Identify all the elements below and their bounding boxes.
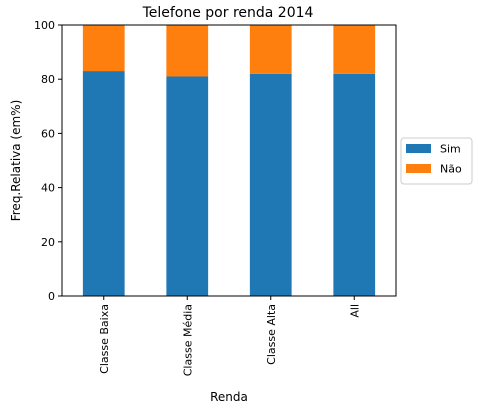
- x-axis-label: Renda: [210, 390, 248, 404]
- y-axis-label: Freq.Relativa (em%): [9, 100, 23, 222]
- bar-nao-1: [166, 25, 209, 77]
- bar-nao-3: [333, 25, 376, 74]
- bar-sim-1: [166, 76, 209, 297]
- legend: Sim Não: [400, 137, 473, 185]
- bar-sim-2: [249, 73, 292, 296]
- bar-nao-2: [249, 25, 292, 74]
- y-tick-label: 60: [41, 127, 55, 140]
- legend-label-sim: Sim: [440, 143, 461, 156]
- x-tick-label: Classe Média: [181, 304, 194, 376]
- y-tick-label: 40: [41, 182, 55, 195]
- bars-group: [82, 25, 376, 297]
- bar-sim-0: [82, 71, 125, 296]
- y-tick-label: 0: [48, 290, 55, 303]
- plot-frame: [61, 24, 397, 297]
- bar-sim-3: [333, 73, 376, 296]
- x-tick-label: Classe Alta: [265, 304, 278, 365]
- legend-swatch-nao: [406, 164, 431, 173]
- legend-swatch-sim: [406, 144, 431, 153]
- y-tick-label: 80: [41, 73, 55, 86]
- chart-title: Telefone por renda 2014: [142, 5, 314, 21]
- x-tick-label: All: [348, 304, 361, 318]
- x-axis: Classe Baixa Classe Média Classe Alta All: [98, 296, 361, 376]
- bar-nao-0: [82, 25, 125, 72]
- legend-label-nao: Não: [440, 163, 462, 176]
- x-tick-label: Classe Baixa: [98, 304, 111, 374]
- y-tick-label: 20: [41, 236, 55, 249]
- y-tick-label: 100: [34, 19, 55, 32]
- y-axis: 0 20 40 60 80 100: [34, 19, 62, 303]
